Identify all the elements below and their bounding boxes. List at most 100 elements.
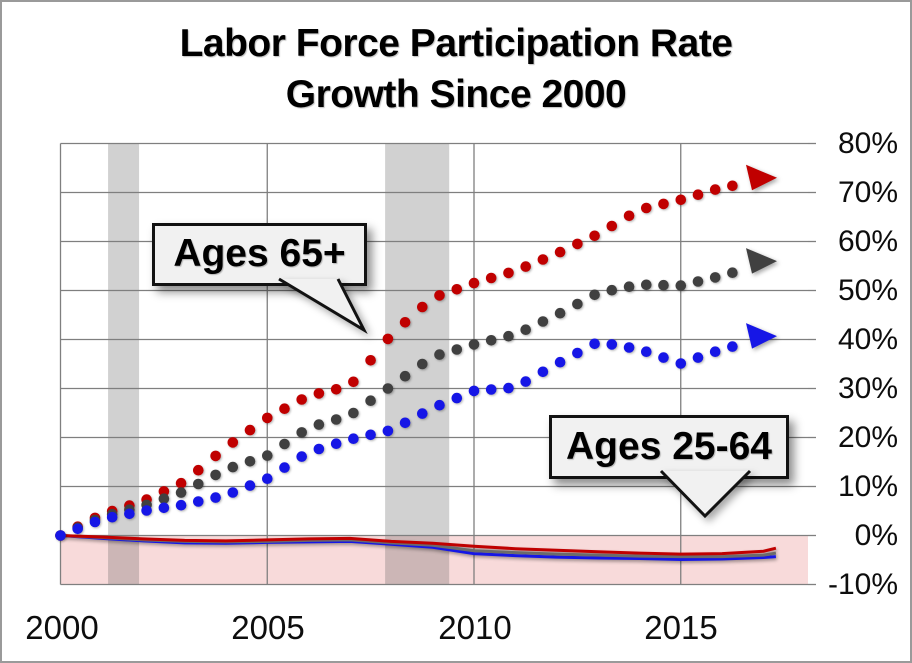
data-dot — [72, 523, 83, 535]
data-dot — [210, 492, 221, 503]
data-dot — [434, 349, 445, 360]
data-dot — [658, 279, 669, 291]
data-dot — [727, 267, 738, 279]
data-dot — [709, 184, 721, 195]
data-dot — [554, 307, 566, 319]
data-dot — [313, 388, 325, 399]
data-dot — [503, 382, 514, 394]
data-dot — [554, 246, 566, 258]
data-dot — [193, 478, 204, 490]
data-dot — [244, 456, 256, 467]
data-dot — [348, 376, 359, 388]
data-dot — [727, 341, 738, 352]
data-dot — [175, 487, 187, 498]
data-dot — [348, 407, 359, 419]
data-dot — [641, 346, 652, 358]
data-dot — [313, 419, 325, 430]
data-dot — [141, 505, 152, 516]
series-ages-65-dots — [55, 180, 738, 541]
y-axis-label-0: 0% — [854, 519, 898, 552]
data-dot — [606, 220, 618, 232]
data-dot — [382, 383, 394, 394]
data-dot — [675, 280, 687, 291]
data-dot — [399, 417, 411, 429]
data-dot — [279, 462, 290, 473]
callout-ages-65-label: Ages 65+ — [173, 232, 346, 275]
data-dot — [175, 477, 187, 489]
data-dot — [227, 487, 239, 498]
data-dot — [227, 437, 239, 448]
data-dot — [468, 339, 480, 350]
x-axis-label-2000: 2000 — [25, 609, 99, 646]
data-dot — [623, 281, 635, 293]
data-dot — [451, 344, 463, 355]
callout-ages-25-64: Ages 25-64 — [549, 415, 789, 479]
data-dot — [417, 301, 428, 313]
data-dot — [158, 502, 170, 514]
data-dot — [434, 399, 445, 411]
x-axis-label-2010: 2010 — [438, 609, 512, 646]
data-dot — [451, 284, 463, 295]
data-dot — [244, 480, 256, 491]
data-dot — [623, 342, 635, 353]
data-dot — [417, 408, 428, 419]
y-axis-label-80: 80% — [837, 127, 898, 160]
y-axis-label-70: 70% — [837, 176, 898, 209]
data-dot — [296, 427, 308, 438]
data-dot — [193, 464, 204, 476]
callout-ages-25-64-label: Ages 25-64 — [566, 425, 772, 468]
data-dot — [503, 330, 514, 342]
data-dot — [279, 403, 290, 415]
data-dot — [675, 194, 687, 206]
data-dot — [434, 290, 445, 301]
data-dot — [468, 385, 480, 397]
chart-title: Labor Force Participation Rate Growth Si… — [2, 18, 910, 120]
y-axis-label-10: 10% — [837, 470, 898, 503]
y-axis-label-60: 60% — [837, 225, 898, 258]
data-dot — [589, 230, 600, 242]
arrow-icon-ages-65-blue-dotted- — [746, 323, 777, 349]
data-dot — [193, 496, 204, 507]
data-dot — [399, 370, 411, 382]
data-dot — [623, 210, 635, 222]
data-dot — [313, 443, 325, 455]
data-dot — [485, 384, 497, 395]
x-axis-label-2005: 2005 — [231, 609, 305, 646]
data-dot — [262, 450, 273, 461]
data-dot — [55, 530, 66, 541]
arrow-icon-ages-65-gray-dotted- — [746, 248, 777, 274]
y-axis-label-20: 20% — [837, 421, 898, 454]
data-dot — [537, 316, 549, 327]
data-dot — [554, 356, 566, 368]
chart-title-line1: Labor Force Participation Rate — [179, 22, 733, 65]
data-dot — [296, 394, 308, 405]
data-dot — [537, 366, 549, 378]
data-dot — [175, 499, 187, 511]
data-dot — [106, 511, 118, 523]
data-dot — [365, 355, 376, 366]
dots-ages-65-blue-dotted- — [55, 338, 738, 541]
data-dot — [675, 358, 687, 369]
data-dot — [537, 254, 549, 265]
data-dot — [709, 346, 721, 358]
data-dot — [417, 358, 428, 370]
data-dot — [330, 414, 342, 425]
data-dot — [572, 347, 583, 359]
data-dot — [210, 469, 221, 481]
data-dot — [692, 189, 704, 200]
data-dot — [692, 276, 704, 287]
y-axis-label-40: 40% — [837, 323, 898, 356]
data-dot — [606, 339, 618, 350]
data-dot — [244, 424, 256, 436]
y-axis-label-30: 30% — [837, 372, 898, 405]
y-axis-label-neg10: -10% — [827, 568, 898, 601]
data-dot — [124, 508, 135, 520]
data-dot — [227, 461, 239, 473]
data-dot — [520, 376, 531, 387]
data-dot — [279, 438, 290, 450]
data-dot — [658, 352, 669, 363]
data-dot — [210, 450, 221, 462]
data-dot — [330, 384, 342, 395]
arrow-markers — [746, 164, 777, 349]
data-dot — [365, 429, 376, 441]
